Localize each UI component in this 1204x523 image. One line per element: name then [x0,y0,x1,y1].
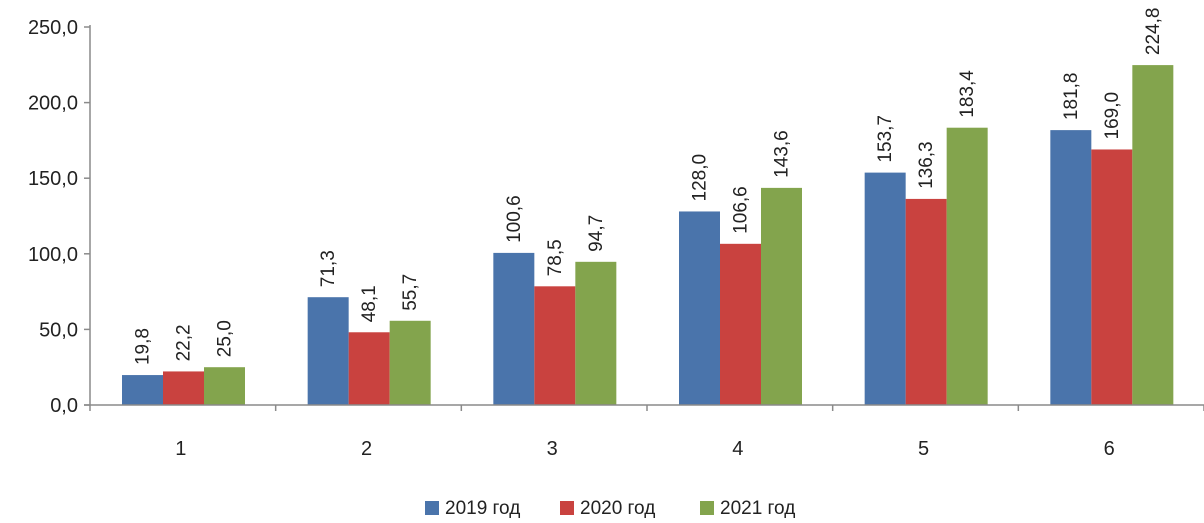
bar [946,127,988,405]
legend-label: 2019 год [445,498,520,519]
bar [389,320,431,405]
x-tick-label: 3 [547,438,558,460]
bar [348,332,390,405]
data-label: 143,6 [772,130,793,178]
legend-swatch [560,501,574,515]
data-label: 71,3 [318,250,339,287]
x-tick-label: 2 [361,438,372,460]
data-label: 183,4 [957,70,978,118]
data-label: 78,5 [545,239,566,276]
bar [720,243,761,405]
bar [1050,130,1092,405]
data-label: 153,7 [875,115,896,163]
legend-swatch [425,501,439,515]
bar [534,286,576,405]
y-tick-label: 200,0 [28,93,78,115]
x-tick-label: 5 [918,438,929,460]
data-label: 169,0 [1102,92,1123,140]
bar [307,297,349,405]
bar [1132,65,1174,405]
data-label: 94,7 [586,215,607,252]
data-label: 136,3 [916,141,937,189]
y-tick-label: 150,0 [28,168,78,190]
data-label: 128,0 [690,154,711,202]
data-label: 48,1 [359,285,380,322]
data-label: 100,6 [504,195,525,243]
legend-label: 2020 год [580,498,655,519]
bar [575,261,617,405]
x-tick-label: 1 [175,438,186,460]
y-tick-label: 0,0 [50,395,78,417]
bar [163,371,204,405]
data-label: 22,2 [174,324,195,361]
data-label: 19,8 [133,328,154,365]
data-label: 25,0 [215,320,236,357]
data-label: 55,7 [400,274,421,311]
y-tick-label: 50,0 [39,319,78,341]
bar [204,367,245,405]
y-tick-label: 250,0 [28,17,78,39]
y-tick-label: 100,0 [28,244,78,266]
bar [864,172,906,405]
bar [761,187,802,405]
bar [122,375,163,405]
x-tick-label: 6 [1104,438,1115,460]
bar [493,252,535,405]
data-label: 224,8 [1143,8,1164,56]
bar [905,198,947,405]
x-tick-label: 4 [732,438,743,460]
data-label: 181,8 [1061,73,1082,121]
legend-label: 2021 год [720,498,795,519]
legend-swatch [700,501,714,515]
data-label: 106,6 [731,186,752,234]
bar [679,211,720,405]
bar [1091,149,1133,405]
